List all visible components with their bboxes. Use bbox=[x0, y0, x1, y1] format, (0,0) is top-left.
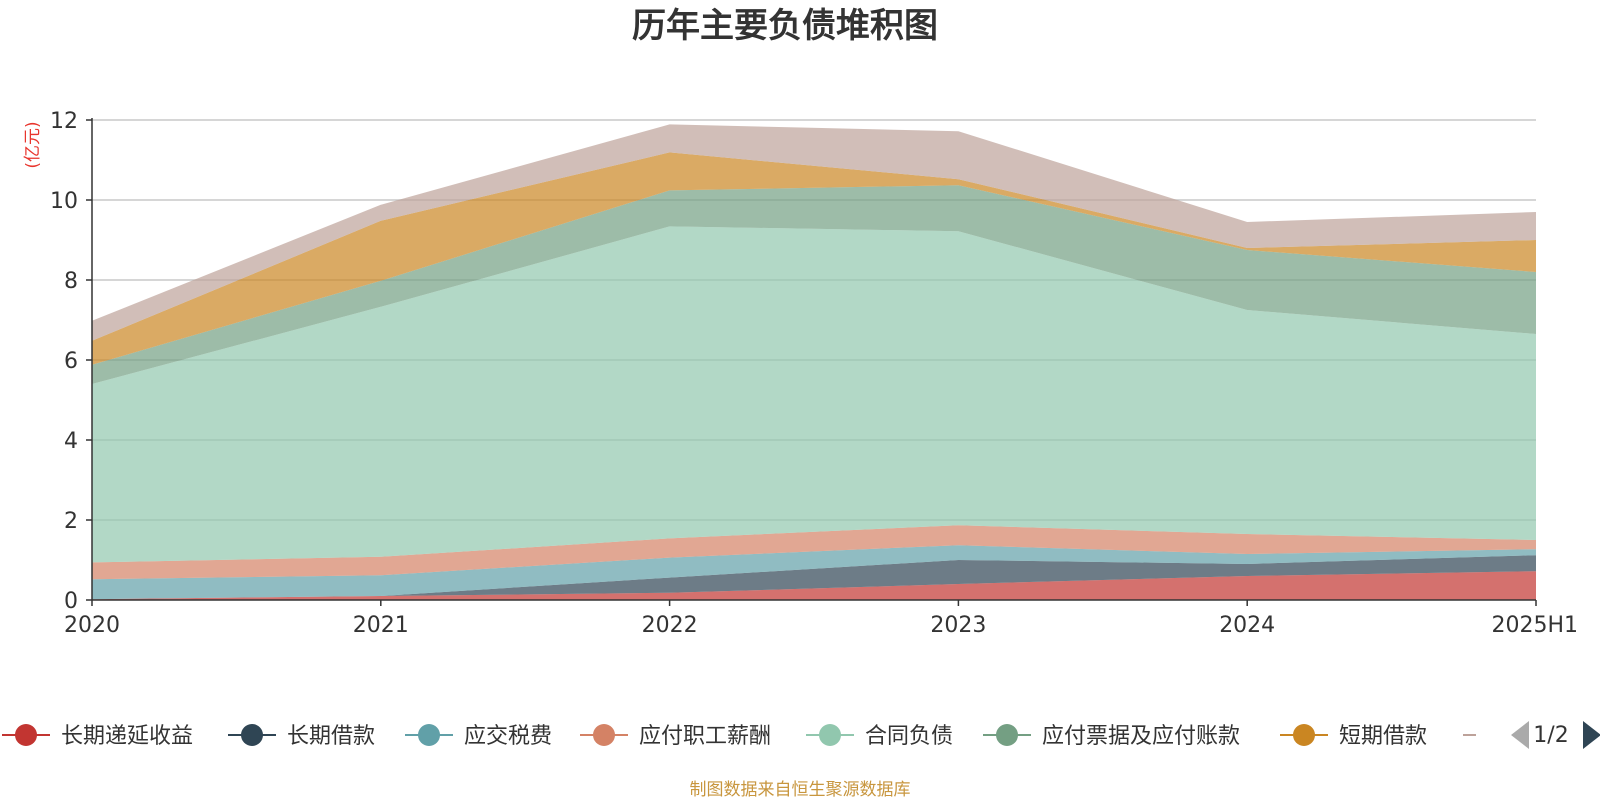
chart-title: 历年主要负债堆积图 bbox=[632, 6, 938, 46]
area-series-6 bbox=[92, 152, 1536, 365]
area-series-3 bbox=[92, 525, 1536, 580]
legend-item-6[interactable]: 短期借款 bbox=[1280, 724, 1427, 749]
area-series bbox=[92, 124, 1536, 600]
legend-item-0[interactable]: 长期递延收益 bbox=[2, 724, 193, 749]
area-series-4 bbox=[92, 226, 1536, 563]
legend-item-2[interactable]: 应交税费 bbox=[405, 724, 552, 749]
legend-label: 长期递延收益 bbox=[61, 724, 193, 749]
y-axis-unit: (亿元) bbox=[23, 121, 43, 168]
legend-label: 应交税费 bbox=[464, 724, 552, 749]
y-tick-label: 2 bbox=[64, 509, 78, 534]
legend-marker bbox=[241, 724, 263, 746]
legend-marker bbox=[15, 724, 37, 746]
legend-item-7[interactable] bbox=[1463, 724, 1511, 746]
y-tick-label: 10 bbox=[50, 189, 78, 214]
x-tick-label: 2020 bbox=[64, 613, 120, 638]
legend-label: 应付职工薪酬 bbox=[639, 724, 771, 749]
legend-marker bbox=[418, 724, 440, 746]
next-page-icon[interactable] bbox=[1583, 721, 1600, 749]
y-tick-label: 0 bbox=[64, 589, 78, 614]
area-series-5 bbox=[92, 185, 1536, 384]
legend-item-1[interactable]: 长期借款 bbox=[228, 724, 375, 749]
x-tick-label: 2023 bbox=[930, 613, 986, 638]
legend-page-indicator: 1/2 bbox=[1533, 723, 1568, 748]
y-tick-label: 6 bbox=[64, 349, 78, 374]
axes: 0 2 4 6 8 10 12 2020 2021 2022 2023 2024 2025H1 bbox=[50, 109, 1578, 638]
y-tick-label: 4 bbox=[64, 429, 78, 454]
x-tick-label: 2021 bbox=[353, 613, 409, 638]
legend-pager: 1/2 bbox=[1511, 721, 1600, 749]
legend-marker bbox=[593, 724, 615, 746]
legend[interactable]: 长期递延收益 长期借款 应交税费 应付职工薪酬 合同负债 应付票据及应付账款 短期借款 bbox=[2, 724, 1511, 749]
legend-item-4[interactable]: 合同负债 bbox=[806, 724, 953, 749]
x-tick-label: 2024 bbox=[1219, 613, 1275, 638]
y-tick-label: 8 bbox=[64, 269, 78, 294]
prev-page-icon[interactable] bbox=[1511, 721, 1529, 749]
legend-marker bbox=[1476, 724, 1498, 746]
area-series-2 bbox=[92, 545, 1536, 600]
legend-label: 应付票据及应付账款 bbox=[1042, 724, 1240, 749]
area-series-7 bbox=[92, 124, 1536, 341]
legend-label: 长期借款 bbox=[287, 724, 375, 749]
data-source-note: 制图数据来自恒生聚源数据库 bbox=[690, 780, 911, 800]
area-series-1 bbox=[92, 555, 1536, 600]
legend-marker bbox=[819, 724, 841, 746]
legend-item-5[interactable]: 应付票据及应付账款 bbox=[983, 724, 1240, 749]
x-tick-label: 2022 bbox=[642, 613, 698, 638]
legend-label: 合同负债 bbox=[865, 724, 953, 749]
legend-marker bbox=[996, 724, 1018, 746]
x-tick-label: 2025H1 bbox=[1491, 613, 1578, 638]
legend-label: 短期借款 bbox=[1339, 724, 1427, 749]
area-series-0 bbox=[92, 571, 1536, 600]
y-tick-label: 12 bbox=[50, 109, 78, 134]
legend-marker bbox=[1293, 724, 1315, 746]
legend-item-3[interactable]: 应付职工薪酬 bbox=[580, 724, 771, 749]
